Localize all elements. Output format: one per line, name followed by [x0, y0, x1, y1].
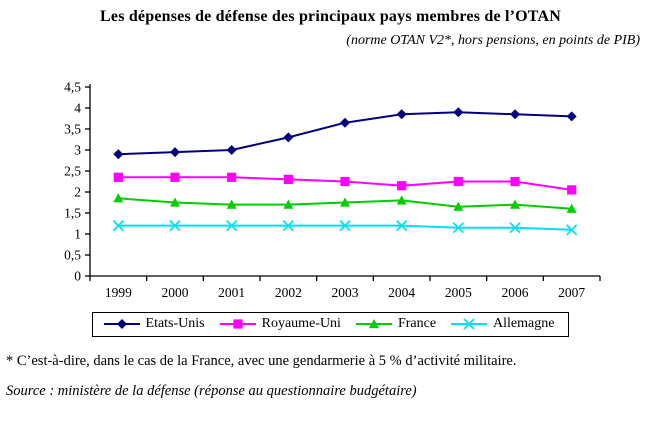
line-chart-plot-area: 0 0,5 1 1,5 2 2,5 3 3,5 4 4,5 1999 2000 2001 2002 2003… — [64, 81, 601, 300]
legend-swatch-diamond-icon — [103, 319, 140, 329]
series-etats-unis — [113, 107, 577, 160]
x-marker — [452, 222, 464, 234]
series-allemagne — [112, 219, 578, 236]
x-marker — [509, 222, 521, 234]
x-axis-category-label: 1999 — [105, 285, 132, 300]
y-axis-tick-label: 4,5 — [64, 81, 81, 95]
square-marker — [340, 176, 350, 187]
legend-item-etats-unis: Etats-Unis — [103, 316, 205, 332]
x-axis-category-label: 2001 — [218, 285, 245, 300]
diamond-marker — [170, 147, 180, 158]
chart-legend: Etats-Unis Royaume-Uni France Allemagne — [91, 312, 570, 337]
triangle-marker — [510, 199, 520, 209]
x-marker — [226, 219, 238, 232]
triangle-marker — [340, 197, 350, 207]
legend-item-allemagne: Allemagne — [450, 316, 554, 332]
triangle-marker — [396, 195, 407, 205]
y-axis-tick-label: 3,5 — [64, 122, 81, 137]
diamond-marker — [453, 107, 464, 118]
y-axis-tick-label: 2 — [74, 185, 81, 200]
triangle-marker — [368, 319, 379, 329]
square-marker — [233, 319, 243, 329]
square-marker — [170, 172, 180, 182]
x-axis-category-label: 2003 — [332, 285, 359, 300]
legend-item-france: France — [355, 316, 436, 332]
x-marker — [112, 219, 124, 232]
x-marker — [169, 219, 181, 232]
square-marker — [397, 181, 407, 191]
x-axis-category-label: 2005 — [445, 285, 472, 300]
y-axis-tick-label: 0,5 — [64, 248, 81, 263]
series-royaume-uni — [113, 172, 577, 195]
footnote: * C’est-à-dire, dans le cas de la France… — [6, 353, 517, 369]
y-axis-tick-label: 3 — [74, 143, 81, 158]
y-axis-tick-label: 1,5 — [64, 206, 81, 221]
x-axis-category-label: 2000 — [162, 285, 189, 300]
legend-swatch-triangle-icon — [355, 319, 392, 329]
legend-label: Etats-Unis — [145, 316, 205, 331]
diamond-marker — [116, 319, 127, 329]
diamond-marker — [566, 111, 577, 122]
x-axis-category-label: 2006 — [502, 285, 529, 300]
x-marker — [396, 219, 408, 232]
y-axis-tick-label: 0 — [74, 269, 81, 284]
x-marker — [282, 219, 294, 232]
diamond-marker — [510, 109, 520, 120]
triangle-marker — [453, 201, 464, 211]
chart-legend-row: Etats-Unis Royaume-Uni France Allemagne — [0, 312, 661, 337]
source-note: Source : ministère de la défense (répons… — [6, 383, 417, 399]
chart-title: Les dépenses de défense des principaux p… — [100, 8, 561, 25]
diamond-marker — [396, 109, 407, 120]
chart-subtitle: (norme OTAN V2*, hors pensions, en point… — [346, 33, 640, 48]
square-marker — [283, 174, 293, 184]
x-marker — [463, 318, 475, 330]
series-france — [113, 193, 577, 213]
x-axis-category-label: 2007 — [558, 285, 585, 300]
triangle-marker — [283, 199, 294, 209]
diamond-marker — [113, 149, 124, 160]
y-axis-tick-label: 4 — [74, 101, 81, 116]
triangle-marker — [113, 193, 124, 203]
triangle-marker — [566, 203, 577, 213]
diamond-marker — [226, 145, 237, 155]
x-axis-category-label: 2004 — [388, 285, 415, 300]
legend-label: France — [397, 316, 437, 331]
legend-swatch-x-icon — [451, 318, 488, 330]
y-axis-tick-label: 2,5 — [64, 164, 81, 179]
y-axis-tick-label: 1 — [74, 227, 81, 242]
triangle-marker — [226, 199, 237, 209]
square-marker — [510, 176, 520, 187]
diamond-marker — [283, 132, 294, 143]
square-marker — [567, 185, 577, 195]
legend-label: Allemagne — [493, 316, 555, 331]
x-axis-category-label: 2002 — [275, 285, 302, 300]
legend-swatch-square-icon — [219, 319, 256, 329]
x-marker — [339, 219, 351, 232]
square-marker — [113, 172, 123, 182]
x-marker — [566, 224, 578, 236]
triangle-marker — [170, 197, 180, 207]
legend-label: Royaume-Uni — [261, 316, 341, 331]
diamond-marker — [340, 117, 350, 128]
square-marker — [227, 172, 237, 182]
square-marker — [453, 176, 463, 187]
legend-item-royaume-uni: Royaume-Uni — [219, 316, 341, 332]
